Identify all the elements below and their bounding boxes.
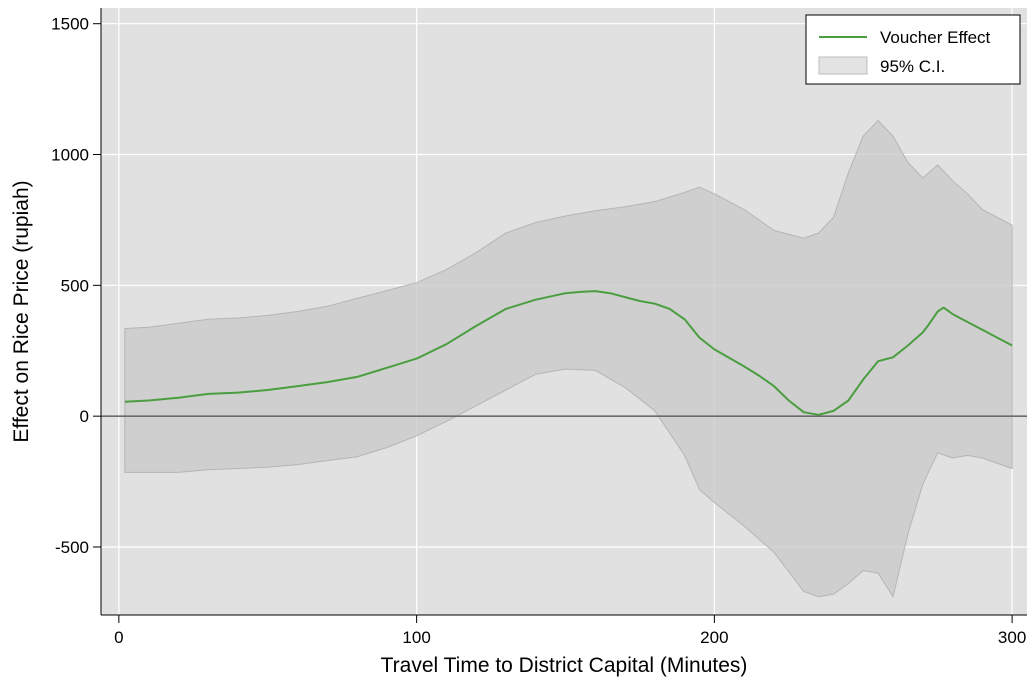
y-tick-label: 1000	[51, 146, 89, 165]
y-axis-title: Effect on Rice Price (rupiah)	[10, 180, 33, 442]
legend-label-voucher-effect: Voucher Effect	[880, 28, 991, 47]
x-axis-title: Travel Time to District Capital (Minutes…	[381, 654, 748, 677]
x-tick-label: 0	[114, 628, 123, 647]
legend-box	[805, 14, 1021, 85]
legend: Voucher Effect 95% C.I.	[805, 14, 1021, 85]
legend-swatch-ci	[818, 56, 868, 75]
y-tick-label: -500	[55, 538, 89, 557]
voucher-effect-line	[124, 290, 1013, 416]
y-axis: -500 0 500 1000 1500	[51, 8, 102, 615]
x-tick-label: 200	[700, 628, 728, 647]
x-axis: 0 100 200 300	[101, 614, 1027, 647]
y-tick-label: 1500	[51, 15, 89, 34]
x-tick-label: 300	[998, 628, 1026, 647]
confidence-interval-band	[124, 119, 1013, 598]
x-tick-label: 100	[402, 628, 430, 647]
y-tick-label: 0	[80, 407, 89, 426]
y-tick-label: 500	[61, 276, 89, 295]
legend-label-ci: 95% C.I.	[880, 57, 945, 76]
